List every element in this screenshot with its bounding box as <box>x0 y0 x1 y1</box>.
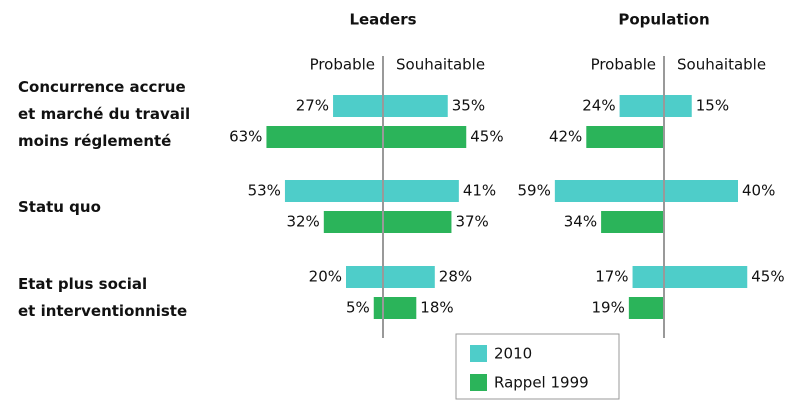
bar <box>632 266 664 288</box>
bar <box>664 180 738 202</box>
value-label: 34% <box>564 213 597 231</box>
bar <box>586 126 664 148</box>
bar <box>333 95 383 117</box>
bar <box>664 266 748 288</box>
value-label: 45% <box>470 128 503 146</box>
value-label: 45% <box>751 268 784 286</box>
value-label: 53% <box>248 182 281 200</box>
category-label: Etat plus social et interventionniste <box>18 275 188 320</box>
panel-title: Population <box>618 11 709 29</box>
value-label: 17% <box>595 268 628 286</box>
bar <box>628 297 664 319</box>
value-label: 15% <box>696 97 729 115</box>
bar <box>383 180 459 202</box>
legend-box <box>455 333 620 400</box>
value-label: 18% <box>420 299 453 317</box>
value-label: 24% <box>582 97 615 115</box>
bar <box>619 95 664 117</box>
bar <box>346 266 383 288</box>
value-label: 28% <box>439 268 472 286</box>
bar <box>383 211 452 233</box>
bar <box>601 211 664 233</box>
value-label: 19% <box>592 299 625 317</box>
value-label: 32% <box>286 213 319 231</box>
legend-swatch <box>470 374 487 391</box>
value-label: 35% <box>452 97 485 115</box>
bar <box>323 211 383 233</box>
legend-swatch <box>470 345 487 362</box>
direction-label: Souhaitable <box>677 56 766 74</box>
direction-label: Probable <box>310 56 375 74</box>
value-label: 27% <box>296 97 329 115</box>
value-label: 40% <box>742 182 775 200</box>
bar <box>284 180 383 202</box>
category-label: Concurrence accrue et marché du travail … <box>18 78 191 150</box>
bar <box>554 180 664 202</box>
bar <box>664 95 692 117</box>
value-label: 63% <box>229 128 262 146</box>
category-label: Statu quo <box>18 198 101 216</box>
value-label: 37% <box>455 213 488 231</box>
bar <box>266 126 383 148</box>
value-label: 41% <box>463 182 496 200</box>
bar <box>383 266 435 288</box>
value-label: 5% <box>346 299 370 317</box>
value-label: 59% <box>518 182 551 200</box>
panel-title: Leaders <box>349 11 416 29</box>
legend-label: Rappel 1999 <box>494 374 589 392</box>
bar <box>383 95 448 117</box>
value-label: 20% <box>309 268 342 286</box>
bar <box>383 297 417 319</box>
legend-label: 2010 <box>494 345 532 363</box>
direction-label: Souhaitable <box>396 56 485 74</box>
value-label: 42% <box>549 128 582 146</box>
direction-label: Probable <box>591 56 656 74</box>
bar <box>373 297 383 319</box>
bar <box>383 126 467 148</box>
